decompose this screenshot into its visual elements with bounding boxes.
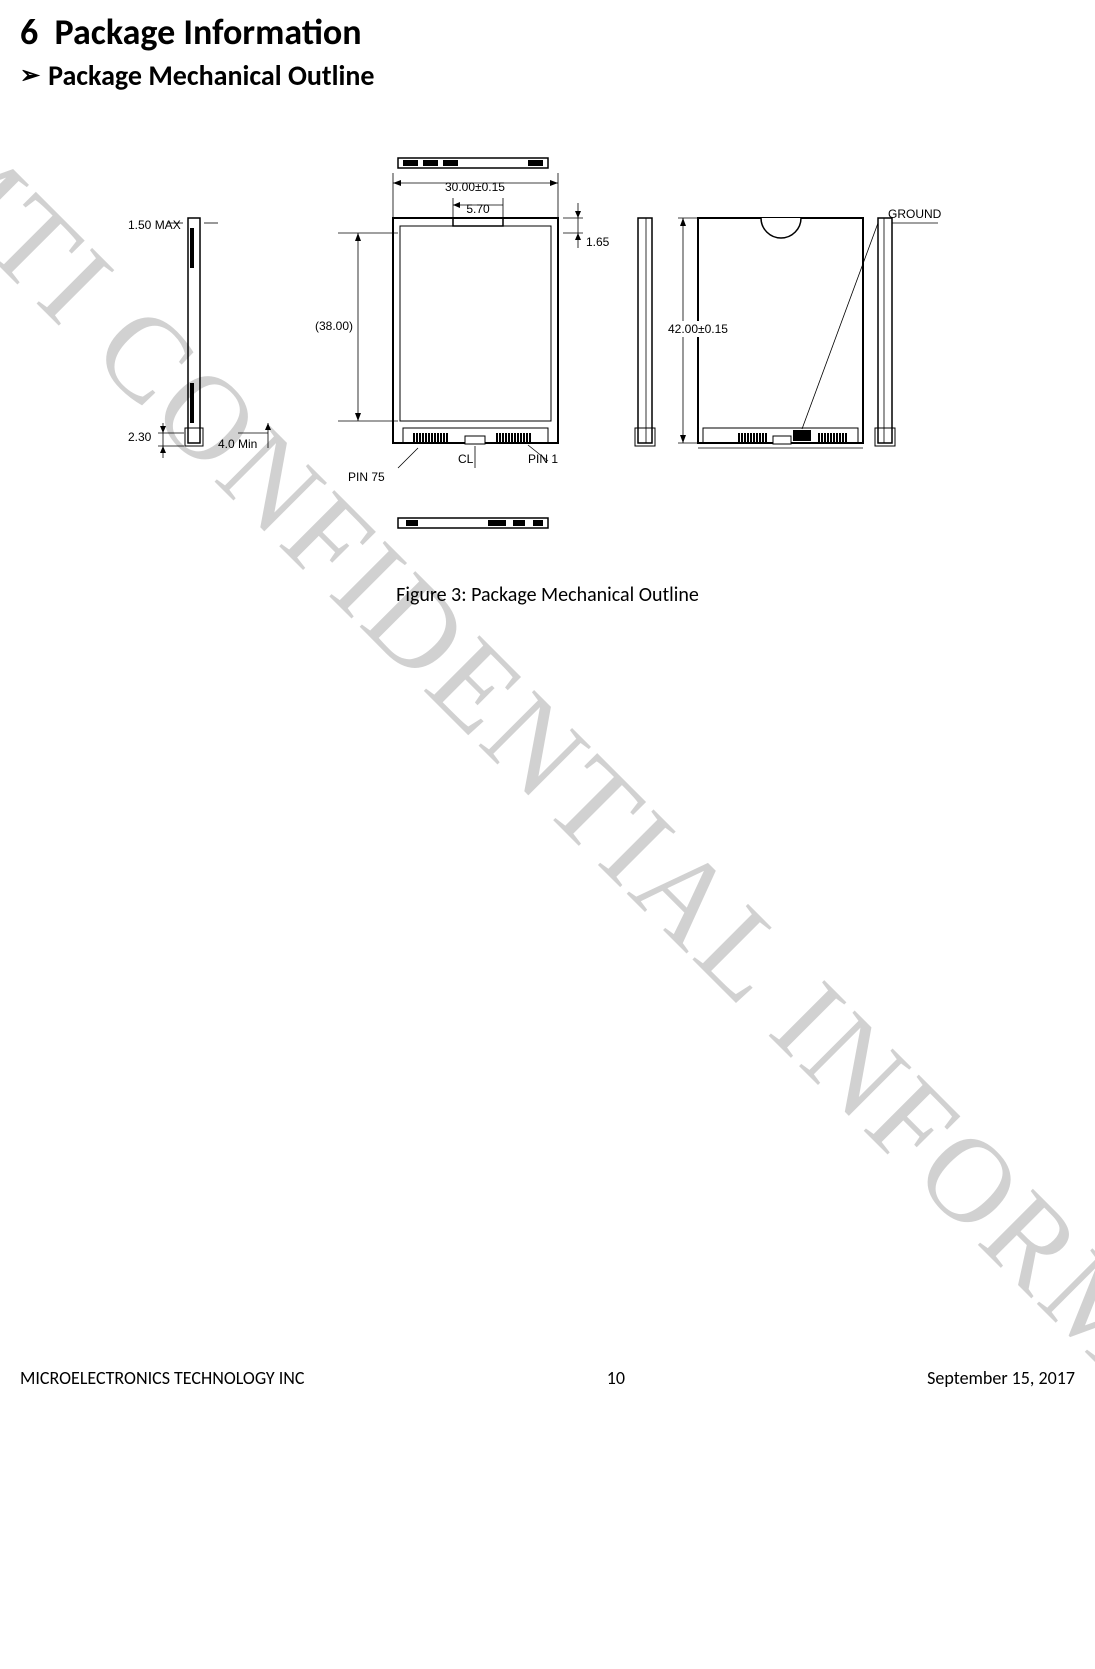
- subsection-title: Package Mechanical Outline: [48, 58, 374, 93]
- dim-1-65: 1.65: [586, 235, 610, 249]
- pin75: PIN 75: [348, 470, 385, 484]
- dim-paren: (38.00): [314, 319, 352, 333]
- mechanical-outline-diagram: 30.00±0.15: [108, 133, 988, 553]
- small-h-dimension: 1.65: [563, 203, 613, 249]
- pin-labels: PIN 75 CL PIN 1: [348, 445, 558, 484]
- bottom-strip: [398, 518, 548, 528]
- section-number: 6: [20, 10, 38, 54]
- dim-notch: 5.70: [466, 202, 490, 216]
- footer-company: MICROELECTRONICS TECHNOLOGY INC: [20, 1367, 305, 1389]
- page-footer: MICROELECTRONICS TECHNOLOGY INC 10 Septe…: [20, 1367, 1075, 1389]
- min-edge-dimension: 4.0 Min: [218, 423, 271, 451]
- footer-date: September 15, 2017: [927, 1367, 1075, 1389]
- paren-h-dimension: (38.00): [314, 233, 397, 421]
- cl: CL: [458, 452, 474, 466]
- dim-thickness: 1.50 MAX: [128, 218, 181, 232]
- notch-dimension: 5.70: [453, 198, 503, 218]
- ground: GROUND: [888, 207, 942, 221]
- subsection-heading: ➢ Package Mechanical Outline: [20, 58, 1075, 93]
- figure-caption: Figure 3: Package Mechanical Outline: [20, 583, 1075, 607]
- side-view-left: 1.50 MAX 2.30: [128, 218, 218, 458]
- dim-height: 42.00±0.15: [668, 322, 728, 336]
- footer-page: 10: [607, 1367, 625, 1389]
- section-heading: 6 Package Information: [20, 10, 1075, 54]
- top-strip: [398, 158, 548, 168]
- dim-standoff: 2.30: [128, 430, 152, 444]
- side-view-right: [635, 218, 655, 446]
- bullet-icon: ➢: [20, 61, 40, 90]
- front-view: [393, 218, 558, 444]
- pin1: PIN 1: [528, 452, 558, 466]
- section-title-text: Package Information: [55, 10, 362, 54]
- dim-min: 4.0 Min: [218, 437, 257, 451]
- dim-width: 30.00±0.15: [445, 180, 505, 194]
- diagram-container: 30.00±0.15: [20, 133, 1075, 553]
- side-view-far-right: [875, 218, 895, 446]
